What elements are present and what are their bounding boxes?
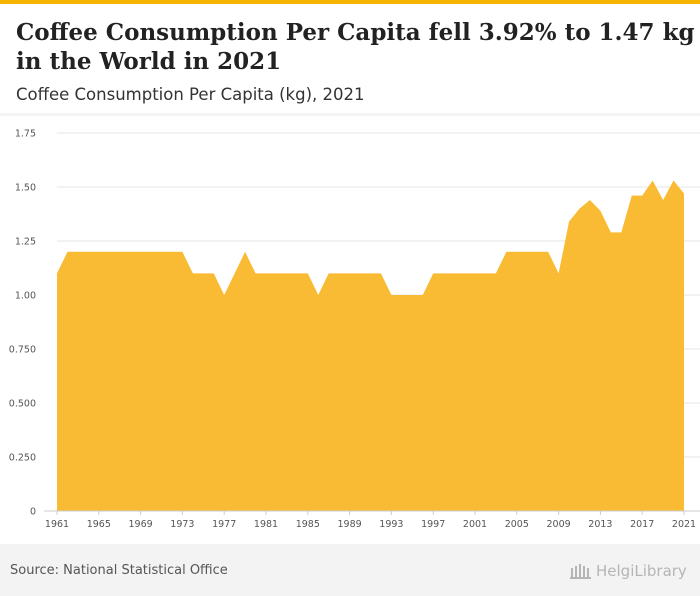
x-tick-label: 1989 bbox=[338, 519, 362, 530]
data-point-1992[interactable] bbox=[378, 270, 384, 276]
x-tick-label: 2017 bbox=[630, 519, 654, 530]
x-tick-label: 1977 bbox=[212, 519, 236, 530]
data-point-1964[interactable] bbox=[85, 249, 91, 255]
data-point-1962[interactable] bbox=[64, 249, 70, 255]
x-tick-label: 2009 bbox=[547, 519, 571, 530]
data-point-1975[interactable] bbox=[200, 270, 206, 276]
chart-header: Coffee Consumption Per Capita fell 3.92%… bbox=[0, 4, 700, 113]
data-point-1999[interactable] bbox=[451, 270, 457, 276]
data-point-2003[interactable] bbox=[493, 270, 499, 276]
top-accent-bar bbox=[0, 0, 700, 4]
y-tick-label: 1.00 bbox=[15, 291, 36, 302]
data-point-1994[interactable] bbox=[399, 292, 405, 298]
data-point-1997[interactable] bbox=[430, 270, 436, 276]
source-note: Source: National Statistical Office bbox=[10, 563, 228, 578]
data-point-2018[interactable] bbox=[650, 178, 656, 184]
chart-subtitle: Coffee Consumption Per Capita (kg), 2021 bbox=[16, 85, 365, 104]
library-icon bbox=[570, 564, 591, 579]
data-point-1978[interactable] bbox=[232, 270, 238, 276]
data-point-2016[interactable] bbox=[629, 193, 635, 199]
data-point-1966[interactable] bbox=[106, 249, 112, 255]
data-point-1987[interactable] bbox=[326, 270, 332, 276]
area-chart: 0 0.250 0.500 0.750 1.00 1.25 1.50 1.75 1961 1965… bbox=[9, 129, 700, 530]
data-point-1991[interactable] bbox=[368, 270, 374, 276]
data-point-1970[interactable] bbox=[148, 249, 154, 255]
data-point-2020[interactable] bbox=[671, 178, 677, 184]
data-point-1972[interactable] bbox=[169, 249, 175, 255]
data-point-1971[interactable] bbox=[159, 249, 165, 255]
data-point-1961[interactable] bbox=[54, 270, 60, 276]
x-tick-label: 1993 bbox=[379, 519, 403, 530]
data-point-1983[interactable] bbox=[284, 270, 290, 276]
consumption-area bbox=[57, 180, 684, 511]
x-tick-label: 2021 bbox=[672, 519, 696, 530]
x-tick-label: 1973 bbox=[170, 519, 194, 530]
x-tick-label: 2005 bbox=[505, 519, 529, 530]
data-point-1968[interactable] bbox=[127, 249, 133, 255]
y-tick-label: 0 bbox=[30, 507, 36, 518]
x-tick-label: 1969 bbox=[129, 519, 153, 530]
data-point-2012[interactable] bbox=[587, 197, 593, 203]
data-point-2013[interactable] bbox=[597, 208, 603, 214]
data-point-1995[interactable] bbox=[409, 292, 415, 298]
page-title: Coffee Consumption Per Capita fell 3.92%… bbox=[16, 19, 695, 75]
data-point-1982[interactable] bbox=[273, 270, 279, 276]
data-point-1981[interactable] bbox=[263, 270, 269, 276]
data-point-1990[interactable] bbox=[357, 270, 363, 276]
data-point-1974[interactable] bbox=[190, 270, 196, 276]
data-point-1965[interactable] bbox=[96, 249, 102, 255]
area-series bbox=[54, 178, 687, 511]
data-point-2014[interactable] bbox=[608, 229, 614, 235]
x-tick-label: 1965 bbox=[87, 519, 111, 530]
data-point-2011[interactable] bbox=[577, 206, 583, 212]
x-tick-label: 1997 bbox=[421, 519, 445, 530]
chart-panel: 0 0.250 0.500 0.750 1.00 1.25 1.50 1.75 1961 1965… bbox=[0, 116, 700, 544]
data-point-2021[interactable] bbox=[681, 190, 687, 196]
y-tick-label: 1.50 bbox=[15, 183, 36, 194]
data-point-2008[interactable] bbox=[545, 249, 551, 255]
data-point-1979[interactable] bbox=[242, 249, 248, 255]
data-point-1977[interactable] bbox=[221, 292, 227, 298]
data-point-1976[interactable] bbox=[211, 270, 217, 276]
data-point-1973[interactable] bbox=[179, 249, 185, 255]
data-point-2004[interactable] bbox=[503, 249, 509, 255]
data-point-2017[interactable] bbox=[639, 193, 645, 199]
data-point-2005[interactable] bbox=[514, 249, 520, 255]
axes: 0 0.250 0.500 0.750 1.00 1.25 1.50 1.75 1961 1965… bbox=[9, 129, 700, 530]
data-point-1980[interactable] bbox=[253, 270, 259, 276]
data-point-2010[interactable] bbox=[566, 219, 572, 225]
data-point-1989[interactable] bbox=[347, 270, 353, 276]
data-point-1986[interactable] bbox=[315, 292, 321, 298]
data-point-1969[interactable] bbox=[138, 249, 144, 255]
y-tick-label: 0.500 bbox=[9, 399, 36, 410]
data-point-1984[interactable] bbox=[294, 270, 300, 276]
x-tick-label: 1981 bbox=[254, 519, 278, 530]
data-point-1967[interactable] bbox=[117, 249, 123, 255]
y-tick-label: 1.25 bbox=[15, 237, 36, 248]
x-tick-label: 2013 bbox=[588, 519, 612, 530]
data-point-2006[interactable] bbox=[524, 249, 530, 255]
x-tick-label: 2001 bbox=[463, 519, 487, 530]
data-point-2002[interactable] bbox=[482, 270, 488, 276]
data-point-1998[interactable] bbox=[441, 270, 447, 276]
data-point-1996[interactable] bbox=[420, 292, 426, 298]
data-point-2007[interactable] bbox=[535, 249, 541, 255]
y-tick-label: 1.75 bbox=[15, 129, 36, 140]
data-point-2015[interactable] bbox=[618, 229, 624, 235]
data-point-2001[interactable] bbox=[472, 270, 478, 276]
data-point-2019[interactable] bbox=[660, 197, 666, 203]
y-tick-label: 0.750 bbox=[9, 345, 36, 356]
data-point-1988[interactable] bbox=[336, 270, 342, 276]
data-point-1993[interactable] bbox=[388, 292, 394, 298]
y-tick-label: 0.250 bbox=[9, 453, 36, 464]
data-point-1985[interactable] bbox=[305, 270, 311, 276]
data-point-2000[interactable] bbox=[462, 270, 468, 276]
x-tick-label: 1985 bbox=[296, 519, 320, 530]
data-point-2009[interactable] bbox=[556, 270, 562, 276]
helgi-library-logo[interactable]: HelgiLibrary bbox=[570, 562, 687, 580]
data-point-1963[interactable] bbox=[75, 249, 81, 255]
x-tick-label: 1961 bbox=[45, 519, 69, 530]
logo-text: HelgiLibrary bbox=[596, 562, 687, 580]
